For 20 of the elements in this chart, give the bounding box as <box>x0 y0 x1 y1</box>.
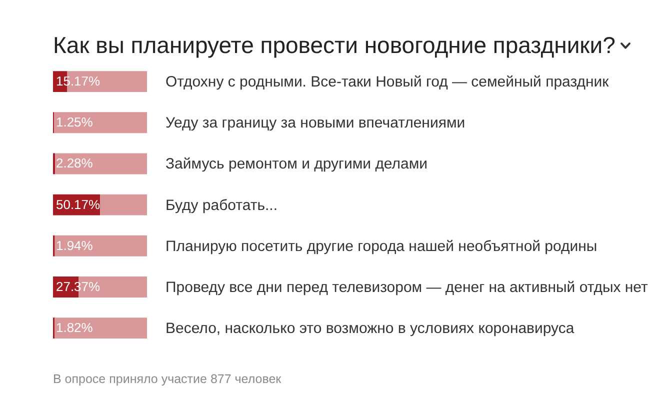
bar <box>54 235 148 256</box>
y-tick-label: Займусь ремонтом и другими делами <box>166 156 428 173</box>
y-tick-label: Буду работать... <box>166 196 278 214</box>
y-tick-label: Планирую посетить другие города нашей необъятной родины <box>166 238 598 255</box>
data-label: 2.28% <box>56 156 94 171</box>
y-tick-label: Уеду за границу за новыми впечатлениями <box>166 114 466 132</box>
text: В опросе приняло участие 877 человек <box>53 372 282 387</box>
y-tick-label: Проведу все дни перед телевизором — денег на активный отдых нет <box>166 278 648 296</box>
bar <box>100 194 148 216</box>
bar <box>54 318 148 339</box>
data-label: 27.37% <box>56 278 100 294</box>
bar <box>54 112 148 134</box>
data-label: 50.17% <box>56 196 100 212</box>
bar <box>55 153 148 174</box>
y-tick-label: Отдохну с родными. Все-таки Новый год — семейный праздник <box>166 74 610 91</box>
data-label: 1.82% <box>56 320 94 336</box>
data-label: 1.25% <box>56 114 94 130</box>
data-label: 1.94% <box>56 238 94 253</box>
text: Как вы планируете провести новогодние праздники? <box>53 32 616 58</box>
y-tick-label: Весело, насколько это возможно в условиях коронавируса <box>166 320 575 338</box>
